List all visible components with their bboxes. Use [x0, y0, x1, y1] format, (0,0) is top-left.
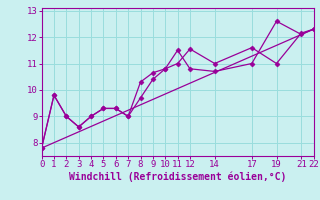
- X-axis label: Windchill (Refroidissement éolien,°C): Windchill (Refroidissement éolien,°C): [69, 172, 286, 182]
